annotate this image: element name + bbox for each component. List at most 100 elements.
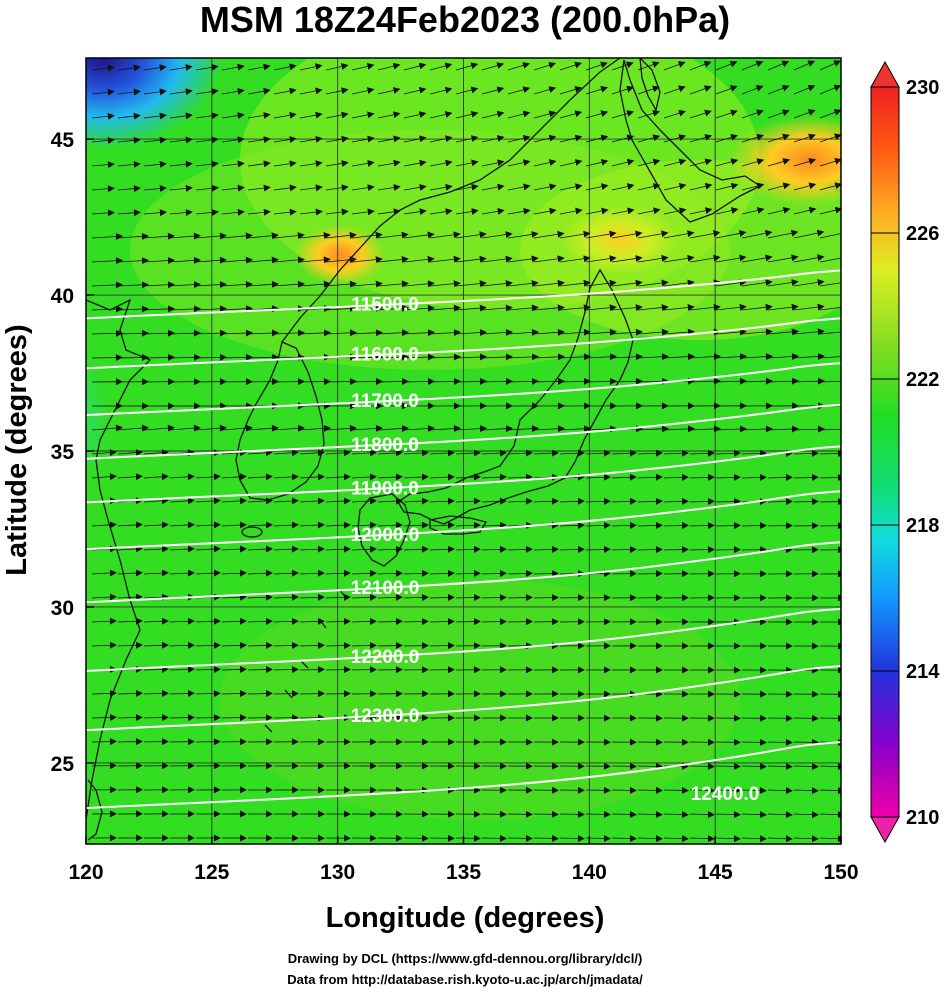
wind-arrow xyxy=(377,159,401,167)
wind-arrow xyxy=(325,329,357,337)
wind-arrow xyxy=(377,449,403,457)
wind-arrow xyxy=(273,593,299,601)
colorbar-tick-label: 226 xyxy=(906,223,939,245)
wind-arrow xyxy=(819,763,841,771)
wind-arrow xyxy=(403,159,427,167)
wind-arrow xyxy=(377,593,403,601)
wind-arrow xyxy=(117,112,141,120)
wind-arrow xyxy=(819,331,841,335)
wind-arrow xyxy=(819,157,841,167)
wind-arrow xyxy=(195,424,227,432)
wind-arrow xyxy=(793,352,825,360)
map-area: 11500.0 11600.0 11700.0 11800.0 11900.0 12000… xyxy=(86,58,841,844)
wind-arrow xyxy=(767,254,799,263)
wind-arrow xyxy=(247,280,279,288)
wind-arrow xyxy=(767,353,799,360)
wind-arrow xyxy=(793,254,825,263)
wind-arrow xyxy=(533,353,565,361)
wind-arrow xyxy=(221,665,247,673)
wind-arrow xyxy=(507,569,533,577)
wind-arrow xyxy=(585,449,611,457)
wind-arrow xyxy=(741,762,767,770)
wind-arrow xyxy=(481,473,507,481)
wind-arrow xyxy=(585,425,617,433)
wind-arrow xyxy=(91,329,123,337)
wind-arrow xyxy=(143,160,167,168)
y-tick-label: 25 xyxy=(51,753,75,776)
y-tick-label: 40 xyxy=(51,285,74,308)
wind-arrow xyxy=(247,184,271,192)
wind-arrow xyxy=(715,328,747,336)
wind-arrow xyxy=(663,786,689,794)
wind-arrow xyxy=(117,88,141,96)
colorbar: 230 226 222 218 214 210 xyxy=(870,60,940,844)
wind-arrow xyxy=(351,304,383,312)
wind-arrow xyxy=(221,329,253,337)
wind-arrow xyxy=(637,134,661,143)
wind-arrow xyxy=(637,109,661,119)
wind-arrow xyxy=(481,62,505,71)
wind-arrow xyxy=(403,593,429,601)
wind-arrow xyxy=(377,378,409,385)
wind-arrow xyxy=(559,449,585,457)
wind-arrow xyxy=(689,207,713,215)
contour-label: 12400.0 xyxy=(691,784,760,805)
wind-arrow xyxy=(195,521,221,529)
wind-arrow xyxy=(117,232,149,240)
wind-arrow xyxy=(377,304,409,312)
wind-arrow xyxy=(351,208,375,216)
wind-arrow xyxy=(481,449,507,457)
wind-arrow xyxy=(507,134,531,143)
wind-arrow xyxy=(299,280,331,288)
wind-arrow xyxy=(351,569,377,577)
wind-arrow xyxy=(455,329,487,337)
wind-arrow xyxy=(455,86,479,95)
wind-arrow xyxy=(585,304,617,312)
wind-arrow xyxy=(429,545,455,553)
wind-arrow xyxy=(247,569,273,577)
wind-arrow xyxy=(715,473,741,481)
x-tick-label: 135 xyxy=(446,861,481,884)
colorbar-tick-label: 210 xyxy=(906,807,939,829)
wind-arrow xyxy=(169,617,195,625)
wind-arrow xyxy=(611,230,643,239)
wind-arrow xyxy=(663,134,687,143)
wind-arrow xyxy=(741,109,764,119)
wind-arrow xyxy=(533,207,557,215)
wind-arrow xyxy=(91,185,115,193)
x-axis: 120 125 130 135 140 145 150 xyxy=(68,836,859,884)
x-tick-label: 150 xyxy=(823,861,858,884)
coastline-ryukyu xyxy=(264,589,347,733)
wind-arrow xyxy=(377,617,403,625)
wind-arrow xyxy=(325,280,357,288)
wind-arrow xyxy=(117,185,141,193)
wind-arrow xyxy=(325,666,351,674)
wind-arrow xyxy=(611,110,635,119)
wind-arrow xyxy=(91,641,117,649)
wind-arrow xyxy=(793,498,819,506)
wind-arrow xyxy=(793,84,816,95)
wind-arrow xyxy=(481,207,505,215)
wind-arrow xyxy=(585,473,611,481)
coastline-taiwan xyxy=(87,779,103,841)
wind-arrow xyxy=(481,521,507,529)
wind-arrow xyxy=(481,594,507,602)
wind-arrow xyxy=(715,109,738,119)
wind-arrow xyxy=(299,617,325,625)
wind-arrow xyxy=(91,112,115,120)
wind-arrow xyxy=(195,329,227,337)
wind-arrow xyxy=(611,255,643,263)
wind-arrow xyxy=(221,136,245,144)
wind-arrow xyxy=(247,449,273,457)
wind-arrow xyxy=(195,545,221,553)
contour-label: 11500.0 xyxy=(351,294,419,315)
colorbar-tick-label: 230 xyxy=(906,77,939,99)
coastline-sakhalin xyxy=(639,58,661,112)
wind-arrow xyxy=(715,158,739,167)
y-tick-label: 35 xyxy=(51,441,75,464)
wind-arrow xyxy=(195,497,221,505)
wind-arrow xyxy=(403,473,429,481)
wind-arrow xyxy=(715,449,741,457)
wind-arrow xyxy=(273,63,297,71)
wind-arrow xyxy=(507,328,539,336)
